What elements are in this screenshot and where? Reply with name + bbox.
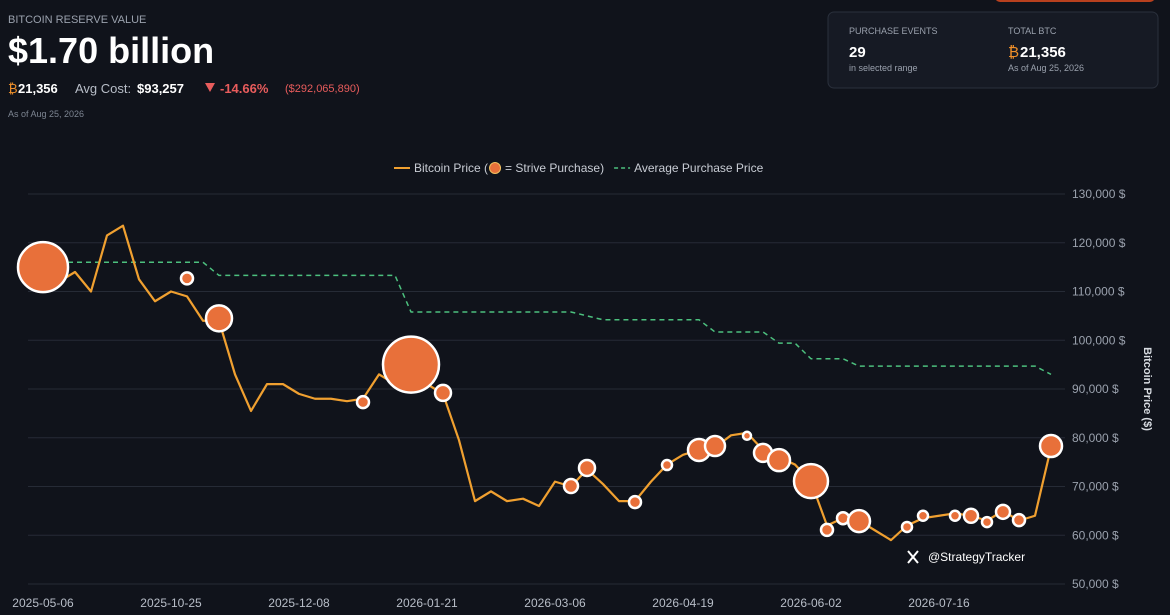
y-tick-label: 50,000 $ bbox=[1072, 577, 1119, 591]
y-tick-label: 120,000 $ bbox=[1072, 236, 1126, 250]
stat-note: in selected range bbox=[849, 63, 918, 73]
purchase-marker bbox=[355, 394, 371, 410]
purchase-marker bbox=[204, 304, 234, 333]
purchase-marker bbox=[980, 515, 994, 529]
average-line bbox=[59, 261, 1052, 376]
x-tick-label: 2025-12-08 bbox=[268, 596, 330, 610]
x-tick-label: 2025-05-06 bbox=[12, 596, 74, 610]
purchase-marker bbox=[792, 462, 830, 500]
watermark-text: @StrategyTracker bbox=[928, 550, 1025, 564]
y-tick-label: 130,000 $ bbox=[1072, 187, 1126, 201]
stat-note: As of Aug 25, 2026 bbox=[1008, 63, 1084, 73]
header-button[interactable] bbox=[995, 0, 1155, 2]
price-line bbox=[42, 224, 1053, 542]
purchase-marker bbox=[994, 503, 1012, 521]
x-tick-label: 2026-07-16 bbox=[908, 596, 970, 610]
legend-label: Average Purchase Price bbox=[634, 161, 764, 175]
purchase-marker bbox=[562, 477, 580, 495]
purchase-marker bbox=[766, 447, 792, 473]
y-tick-label: 110,000 $ bbox=[1072, 285, 1125, 299]
purchase-marker bbox=[819, 522, 835, 538]
x-tick-label: 2025-10-25 bbox=[140, 596, 202, 610]
purchase-marker bbox=[1038, 433, 1064, 459]
purchase-marker bbox=[577, 458, 597, 478]
stats-card bbox=[827, 11, 1159, 89]
down-arrow bbox=[205, 83, 215, 92]
y-tick-label: 60,000 $ bbox=[1072, 528, 1119, 542]
legend-label: Bitcoin Price ( bbox=[414, 161, 488, 175]
legend: Bitcoin Price ( = Strive Purchase) Average… bbox=[394, 161, 764, 175]
legend-purchase-icon bbox=[489, 162, 502, 174]
purchase-marker bbox=[381, 335, 441, 394]
avg-cost: $93,257 bbox=[137, 81, 184, 96]
stat-value: 29 bbox=[849, 44, 866, 61]
x-tick-label: 2026-03-06 bbox=[524, 596, 586, 610]
reserve-title: BITCOIN RESERVE VALUE bbox=[8, 14, 146, 26]
watermark: @StrategyTracker bbox=[907, 550, 1025, 564]
purchase-marker bbox=[627, 494, 643, 510]
reserve-value: $1.70 billion bbox=[8, 30, 214, 71]
x-tick-label: 2026-01-21 bbox=[396, 596, 458, 610]
purchase-marker bbox=[703, 434, 727, 458]
purchase-marker bbox=[948, 509, 962, 522]
purchase-marker bbox=[916, 509, 930, 522]
x-tick-label: 2026-06-02 bbox=[780, 596, 842, 610]
x-tick-label: 2026-04-19 bbox=[652, 596, 714, 610]
y-tick-label: 90,000 $ bbox=[1072, 382, 1119, 396]
avg-cost-label: Avg Cost: bbox=[75, 81, 131, 96]
purchase-marker bbox=[741, 430, 753, 442]
purchase-marker bbox=[433, 383, 453, 403]
purchase-marker bbox=[900, 520, 914, 534]
change-abs: ($292,065,890) bbox=[285, 83, 360, 95]
btc-symbol: ₿ bbox=[8, 81, 18, 96]
purchase-marker bbox=[846, 508, 872, 534]
as-of: As of Aug 25, 2026 bbox=[8, 109, 84, 119]
btc-amount: 21,356 bbox=[18, 81, 58, 96]
purchase-marker bbox=[660, 458, 674, 472]
stat-value: 21,356 bbox=[1020, 44, 1066, 61]
legend-label: = Strive Purchase) bbox=[505, 161, 604, 175]
stat-label: PURCHASE EVENTS bbox=[849, 26, 938, 36]
stat-label: TOTAL BTC bbox=[1008, 26, 1057, 36]
x-logo bbox=[907, 550, 919, 564]
purchase-marker bbox=[16, 240, 70, 294]
purchase-marker bbox=[1011, 512, 1027, 528]
y-tick-label: 100,000 $ bbox=[1072, 333, 1126, 347]
y-tick-label: 80,000 $ bbox=[1072, 431, 1119, 445]
purchase-marker bbox=[962, 507, 980, 524]
change-pct: -14.66% bbox=[220, 81, 269, 96]
btc-symbol: ₿ bbox=[1008, 44, 1019, 61]
purchase-marker bbox=[179, 271, 195, 286]
y-tick-label: 70,000 $ bbox=[1072, 480, 1119, 494]
y-axis-title: Bitcoin Price ($) bbox=[1141, 347, 1153, 431]
